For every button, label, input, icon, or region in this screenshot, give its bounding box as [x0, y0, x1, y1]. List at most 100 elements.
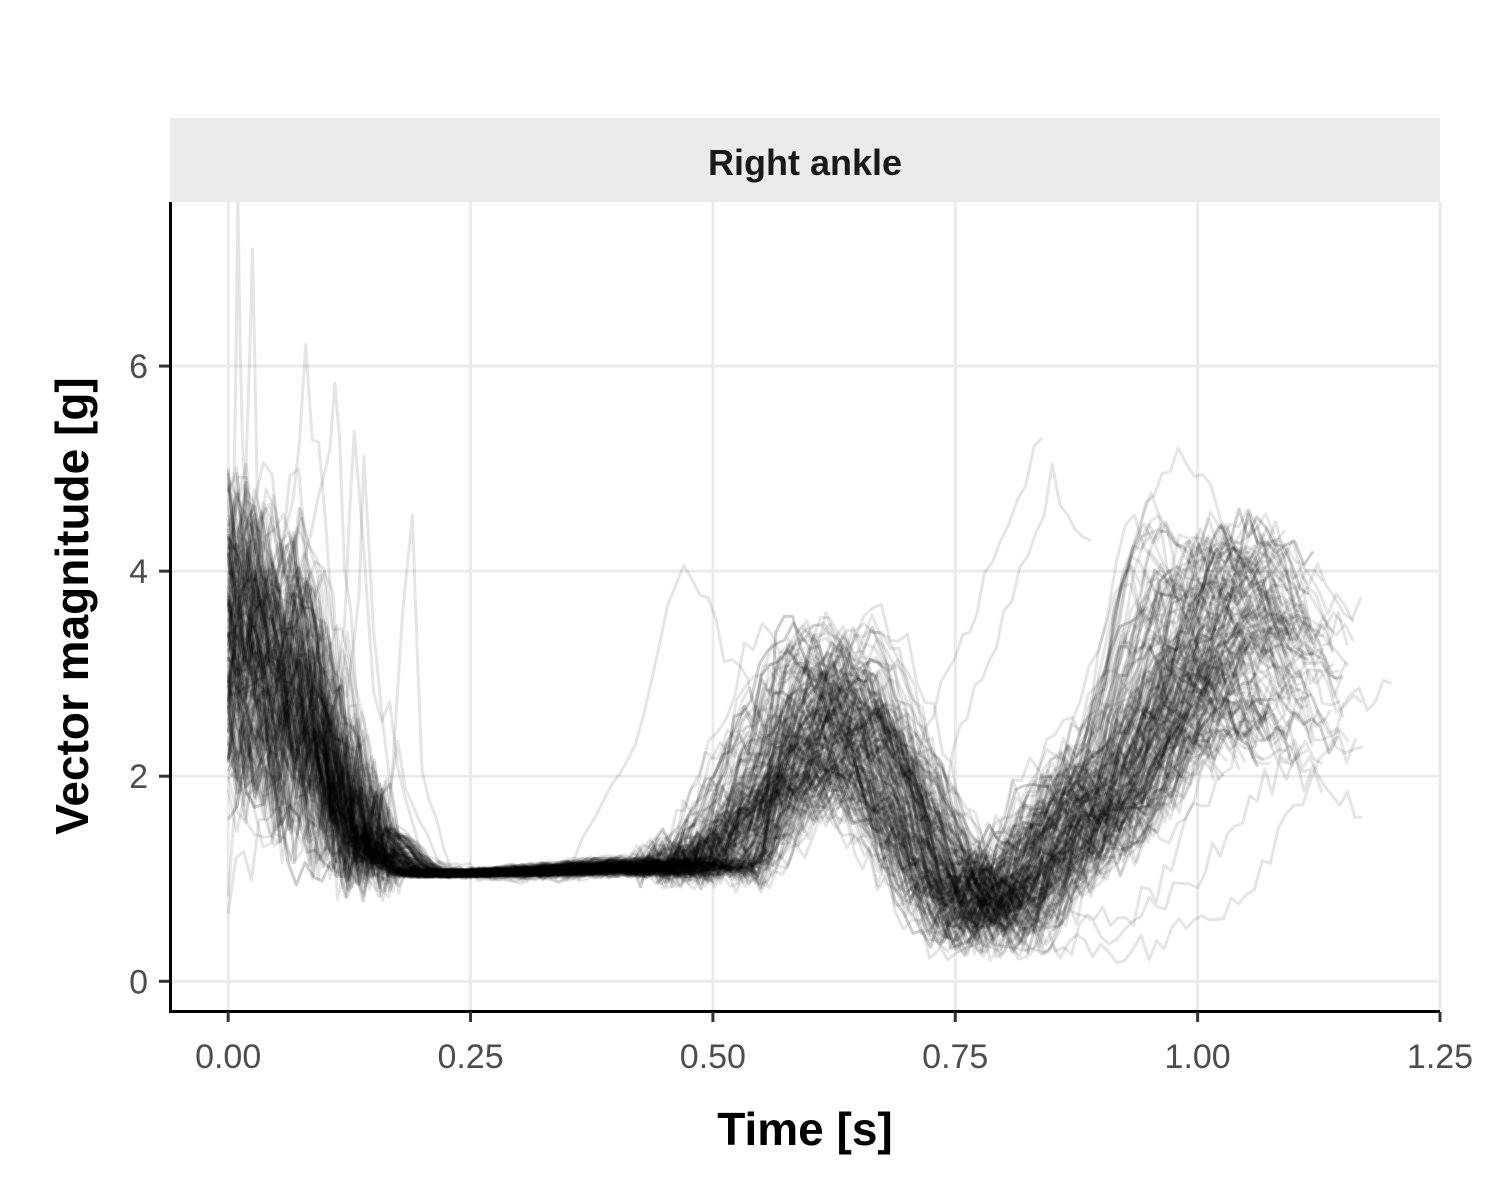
- cycle-trace-4: [227, 600, 1332, 931]
- cycle-trace-147: [226, 596, 1272, 959]
- cycle-trace-13: [226, 532, 1179, 912]
- cycle-trace-106: [226, 640, 1266, 909]
- x-tick-label-2: 0.50: [680, 1038, 746, 1076]
- cycle-trace-43: [226, 542, 1334, 960]
- cycle-trace-157: [226, 606, 1271, 939]
- cycle-trace-117: [227, 665, 1270, 919]
- peak-trace-6: [226, 513, 453, 894]
- cycle-trace-171: [226, 487, 1305, 929]
- cycle-trace-151: [227, 622, 1250, 928]
- cycle-trace-95: [226, 571, 1271, 915]
- cycle-trace-48: [226, 594, 1314, 945]
- cycle-trace-63: [226, 514, 1325, 945]
- cycle-trace-132: [226, 628, 1313, 933]
- cycle-trace-52: [226, 501, 1324, 916]
- cycle-trace-17: [226, 485, 1170, 888]
- cycle-trace-114: [226, 547, 1313, 931]
- cycle-trace-97: [226, 555, 1231, 899]
- x-tick-label-3: 0.75: [922, 1038, 988, 1076]
- series-line-6: [226, 593, 1297, 936]
- cycle-trace-24: [226, 521, 1283, 944]
- cycle-trace-100: [226, 460, 1292, 929]
- cycle-trace-172: [226, 569, 1218, 946]
- cycle-trace-129: [227, 508, 1313, 934]
- series-line-16: [226, 526, 1287, 925]
- y-axis-ticks: 0 2 4 6: [129, 348, 169, 1001]
- cycle-trace-167: [226, 608, 1206, 953]
- cycle-trace-31: [226, 552, 1252, 892]
- cycle-trace-131: [226, 497, 1314, 928]
- cycle-trace-122: [227, 578, 1294, 962]
- cycle-trace-175: [226, 512, 1276, 906]
- cycle-trace-80: [226, 552, 1274, 910]
- cycle-trace-115: [226, 554, 1335, 946]
- cycle-trace-74: [226, 521, 1229, 944]
- cycle-trace-1: [227, 558, 1236, 921]
- cycle-trace-169: [226, 550, 1345, 911]
- cycle-trace-142: [226, 514, 1341, 903]
- cycle-trace-124: [226, 543, 1232, 916]
- plot-panel-background: [170, 202, 1440, 1010]
- cycle-trace-47: [226, 465, 1289, 954]
- cycle-trace-159: [226, 645, 1247, 901]
- cycle-trace-103: [226, 512, 1315, 907]
- cycle-trace-56: [226, 624, 1174, 914]
- cycle-trace-39: [226, 580, 1218, 940]
- cycle-trace-28: [226, 627, 1229, 926]
- cycle-trace-0: [226, 514, 1177, 930]
- cycle-trace-187: [226, 533, 1275, 931]
- cycle-trace-64: [227, 543, 1310, 956]
- cycle-trace-75: [226, 637, 1176, 917]
- cycle-trace-168: [226, 572, 1251, 914]
- cycle-trace-41: [226, 673, 1254, 929]
- cycle-trace-79: [226, 492, 1340, 933]
- cycle-trace-37: [227, 542, 1309, 947]
- series-line-8: [226, 614, 1335, 913]
- cycle-trace-77: [226, 703, 1216, 916]
- cycle-trace-54: [226, 564, 1308, 919]
- cycle-trace-91: [226, 547, 1263, 927]
- cycle-trace-119: [226, 526, 1208, 939]
- cycle-trace-105: [226, 614, 1241, 897]
- cycle-trace-136: [226, 529, 1205, 948]
- x-axis-ticks: 0.00 0.25 0.50 0.75 1.00 1.25: [195, 1012, 1473, 1076]
- series-line-7: [226, 568, 1267, 935]
- cycle-trace-140: [226, 587, 1218, 911]
- cycle-trace-162: [226, 563, 1183, 904]
- cycle-trace-138: [226, 470, 1226, 921]
- cycle-trace-96: [226, 708, 1288, 937]
- cycle-trace-148: [226, 613, 1350, 950]
- cycle-trace-11: [226, 565, 1259, 899]
- cycle-trace-174: [226, 554, 1295, 950]
- cycle-trace-72: [226, 554, 1308, 890]
- cycle-trace-65: [226, 541, 1304, 923]
- series-line-3: [226, 553, 1287, 930]
- cycle-trace-16: [226, 573, 1255, 906]
- peak-trace-0: [226, 196, 385, 870]
- cycle-trace-35: [228, 532, 1355, 913]
- cycle-trace-180: [226, 512, 1315, 907]
- cycle-trace-145: [226, 650, 1255, 934]
- cycle-trace-94: [226, 483, 1265, 930]
- cycle-trace-123: [226, 561, 1223, 902]
- cycle-trace-108: [226, 578, 1307, 889]
- series-line-0: [226, 604, 1296, 913]
- cycle-trace-9: [226, 471, 1242, 906]
- cycle-trace-14: [226, 697, 1271, 957]
- series-line-1: [226, 589, 1276, 932]
- cycle-trace-149: [226, 462, 1247, 931]
- peak-trace-3: [226, 381, 403, 860]
- y-tick-label-2: 4: [129, 553, 148, 591]
- cycle-trace-27: [226, 549, 1204, 955]
- cycle-trace-155: [228, 615, 1256, 951]
- cycle-trace-121: [226, 517, 1289, 915]
- x-tick-label-4: 1.00: [1165, 1038, 1231, 1076]
- cycle-trace-146: [228, 680, 1293, 928]
- y-tick-label-3: 6: [129, 348, 148, 386]
- cycle-trace-67: [226, 632, 1245, 905]
- cycle-trace-99: [226, 522, 1349, 959]
- cycle-trace-130: [226, 630, 1281, 919]
- cycle-trace-33: [226, 566, 1178, 923]
- cycle-trace-19: [226, 558, 1287, 927]
- cycle-trace-81: [226, 521, 1233, 936]
